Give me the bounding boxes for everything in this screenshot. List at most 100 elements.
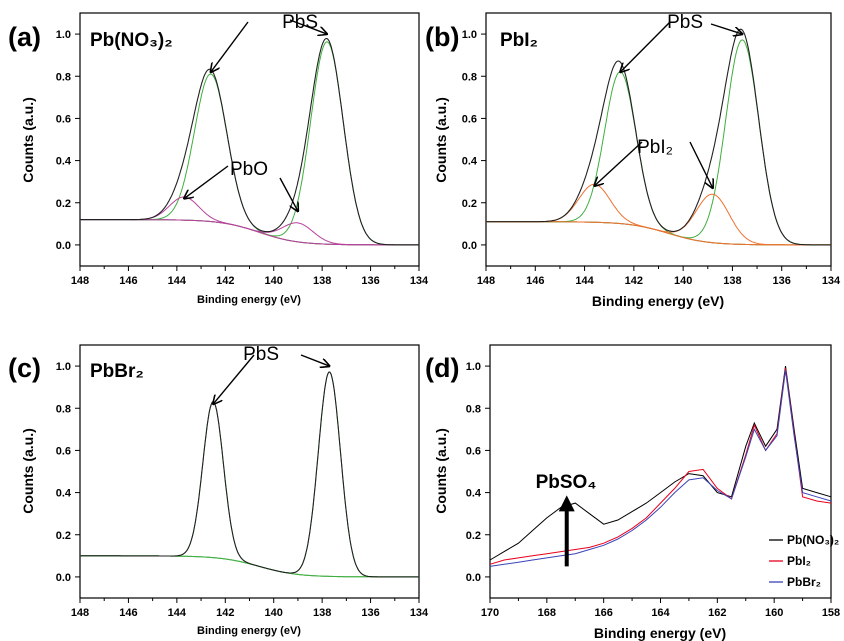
y-tick-label: 0.6 [462, 113, 477, 125]
panel-d: (d) Binding energy (eV) Counts (a.u.) 17… [425, 344, 840, 641]
x-tick-label: 136 [773, 275, 791, 287]
x-tick-label: 140 [674, 275, 692, 287]
axis-ticks-a: 148 146 144 142 140 138 136 134 0.0 0.2 0.4 0.6 0.8 1… [56, 29, 429, 287]
annotation-arrow [710, 23, 742, 34]
x-tick-label: 134 [410, 607, 429, 619]
annotation-label: PbO [230, 159, 268, 180]
x-tick-label: 140 [265, 607, 283, 619]
y-tick-label: 0.0 [462, 240, 477, 252]
annotations-a: PbS PbO [184, 12, 327, 211]
y-tick-label: 0.8 [56, 403, 71, 415]
x-tick-label: 158 [822, 607, 840, 619]
y-tick-label: 0.6 [56, 113, 71, 125]
x-axis-label-b: Binding energy (eV) [592, 293, 724, 309]
fit-component-pbs [486, 71, 831, 246]
y-axis-label-d: Counts (a.u.) [433, 428, 449, 514]
x-tick-label: 144 [168, 275, 187, 287]
y-tick-label: 0.0 [56, 572, 71, 584]
annotation-label: PbSO₄ [536, 472, 597, 493]
y-tick-label: 0.2 [56, 530, 71, 542]
annotation-arrow [689, 141, 713, 188]
annotation-arrow [289, 19, 327, 34]
y-tick-label: 0.8 [466, 403, 481, 415]
series-line-2 [489, 370, 832, 567]
x-tick-label: 138 [723, 275, 741, 287]
x-tick-label: 134 [410, 275, 429, 287]
annotation-label: PbS [282, 12, 318, 33]
annotation-arrow [300, 354, 329, 366]
x-tick-label: 136 [361, 607, 379, 619]
series-line-0 [489, 366, 832, 561]
x-tick-label: 142 [625, 275, 643, 287]
x-tick-label: 148 [71, 607, 89, 619]
y-tick-label: 0.4 [56, 156, 72, 168]
envelope-curve [80, 371, 419, 578]
legend-entry: PbBr₂ [787, 575, 821, 589]
x-tick-label: 168 [538, 607, 556, 619]
annotation-arrow [213, 354, 255, 404]
curves-b [486, 28, 831, 246]
x-tick-label: 170 [481, 607, 499, 619]
annotation-arrow [211, 21, 249, 72]
curves-d [489, 366, 832, 567]
x-axis-label-c: Binding energy (eV) [197, 625, 301, 637]
envelope-curve [80, 37, 419, 246]
panel-label-d: (d) [425, 353, 459, 383]
y-tick-label: 1.0 [56, 361, 71, 373]
x-axis-label-d: Binding energy (eV) [594, 625, 726, 641]
annotations-c: PbS [213, 344, 329, 404]
panel-label-a: (a) [8, 22, 41, 52]
panel-c: (c) PbBr₂ Binding energy (eV) Counts (a.… [8, 344, 429, 637]
fit-component-pbs [80, 371, 419, 578]
x-tick-label: 140 [265, 275, 283, 287]
fit-component-pbs [80, 401, 419, 578]
annotation-arrow [620, 21, 671, 72]
annotation-label: PbS [243, 344, 279, 365]
y-tick-label: 0.2 [56, 198, 71, 210]
x-tick-label: 164 [651, 607, 670, 619]
y-tick-label: 1.0 [56, 29, 71, 41]
x-tick-label: 134 [822, 275, 841, 287]
y-tick-label: 0.4 [462, 156, 478, 168]
x-tick-label: 146 [119, 275, 137, 287]
y-tick-label: 0.4 [56, 488, 72, 500]
plot-frame-c [79, 344, 420, 599]
fit-component-pbs [80, 41, 419, 246]
panel-label-c: (c) [8, 353, 41, 383]
axis-ticks-c: 148 146 144 142 140 138 136 134 0.0 0.2 0.4 0.6 0.8 1… [56, 361, 429, 619]
x-tick-label: 142 [216, 275, 234, 287]
panel-b: (b) PbI₂ Binding energy (eV) Counts (a.u… [425, 12, 841, 309]
y-tick-label: 0.0 [466, 572, 481, 584]
x-tick-label: 138 [313, 275, 331, 287]
y-tick-label: 1.0 [462, 29, 477, 41]
x-tick-label: 160 [765, 607, 783, 619]
x-tick-label: 166 [594, 607, 612, 619]
x-tick-label: 136 [361, 275, 379, 287]
annotation-label: PbS [667, 12, 703, 33]
y-tick-label: 0.2 [462, 198, 477, 210]
x-tick-label: 144 [575, 275, 594, 287]
x-tick-label: 162 [708, 607, 726, 619]
x-tick-label: 138 [313, 607, 331, 619]
fit-component-pbo [80, 219, 419, 246]
annotation-label: PbI₂ [637, 137, 673, 158]
series-line-1 [489, 368, 832, 565]
axis-ticks-d: 170 168 166 164 162 160 158 0.0 0.2 0.4 0.6 0.8 1.0 [466, 361, 840, 619]
fit-component-pbi2 [486, 193, 831, 246]
x-tick-label: 142 [216, 607, 234, 619]
annotation-arrow [594, 141, 643, 186]
x-tick-label: 144 [168, 607, 187, 619]
y-tick-label: 0.0 [56, 240, 71, 252]
background-curve [80, 555, 419, 578]
y-tick-label: 0.2 [466, 530, 481, 542]
fit-component-pbi2 [486, 183, 831, 246]
annotations-d: PbSO₄ [536, 472, 597, 567]
background-curve [80, 219, 419, 246]
legend-entry: PbI₂ [787, 554, 811, 568]
legend-d: Pb(NO₃)₂ PbI₂ PbBr₂ [769, 533, 839, 589]
panel-title-c: PbBr₂ [90, 361, 144, 382]
y-tick-label: 0.4 [466, 488, 482, 500]
y-tick-label: 0.6 [466, 445, 481, 457]
y-tick-label: 0.8 [462, 71, 477, 83]
